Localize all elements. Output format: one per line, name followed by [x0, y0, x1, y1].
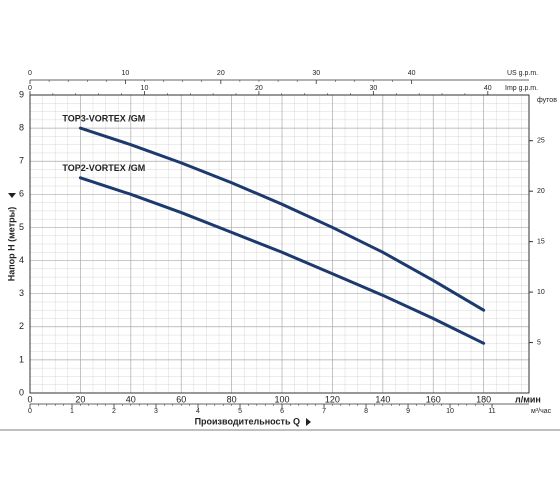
y-tick-label: 9: [19, 89, 24, 99]
secondary-tick-label: 30: [312, 70, 320, 77]
secondary-tick-label: 10: [122, 70, 130, 77]
y-tick-label: 8: [19, 122, 24, 132]
secondary-tick-label: 40: [484, 85, 492, 92]
x-tick-label: 60: [176, 394, 186, 404]
secondary-tick-label: 20: [255, 85, 263, 92]
secondary-tick-label: 2: [112, 408, 116, 415]
secondary-tick-label: 4: [196, 408, 200, 415]
y-tick-label: 6: [19, 189, 24, 199]
secondary-tick-label: 6: [280, 408, 284, 415]
y2-tick-label: 20: [537, 188, 545, 195]
y2-tick-label: 15: [537, 238, 545, 245]
secondary-tick-label: 9: [406, 408, 410, 415]
curve: [78, 176, 486, 345]
secondary-tick-label: 0: [28, 408, 32, 415]
curve: [78, 126, 486, 312]
y-title: Напор H (метры): [6, 207, 16, 282]
secondary-tick-label: 40: [408, 70, 416, 77]
secondary-tick-label: 20: [217, 70, 225, 77]
y2-tick-label: 5: [537, 339, 541, 346]
y-tick-label: 3: [19, 288, 24, 298]
y-title-arrow: [8, 193, 16, 198]
secondary-axis-unit: US g.p.m.: [507, 70, 538, 77]
x-tick-label: 160: [426, 394, 441, 404]
secondary-tick-label: 0: [28, 70, 32, 77]
x-tick-label: 40: [126, 394, 136, 404]
x-tick-label: 0: [27, 394, 32, 404]
secondary-tick-label: 5: [238, 408, 242, 415]
x-tick-label: 80: [227, 394, 237, 404]
x-unit: л/мин: [515, 394, 541, 404]
secondary-tick-label: 10: [446, 408, 454, 415]
secondary-tick-label: 10: [141, 85, 149, 92]
secondary-tick-label: 7: [322, 408, 326, 415]
secondary-tick-label: 0: [28, 85, 32, 92]
x-tick-label: 180: [476, 394, 491, 404]
x-tick-label: 20: [75, 394, 85, 404]
curve-label: TOP3-VORTEX /GM: [62, 113, 145, 123]
x-title: Производительность Q: [195, 416, 300, 426]
secondary-axis-unit: Imp g.p.m.: [505, 85, 538, 92]
secondary-axis-unit: м³/час: [531, 408, 552, 415]
x-tick-label: 100: [275, 394, 290, 404]
y-tick-label: 0: [19, 387, 24, 397]
y-tick-label: 4: [19, 255, 24, 265]
secondary-tick-label: 8: [364, 408, 368, 415]
secondary-tick-label: 11: [488, 408, 495, 415]
secondary-tick-label: 3: [154, 408, 158, 415]
x-tick-label: 140: [375, 394, 390, 404]
y-tick-label: 1: [19, 354, 24, 364]
secondary-tick-label: 1: [70, 408, 74, 415]
curve-label: TOP2-VORTEX /GM: [62, 163, 145, 173]
secondary-tick-label: 30: [369, 85, 377, 92]
x-tick-label: 120: [325, 394, 340, 404]
y-tick-label: 2: [19, 321, 24, 331]
y-tick-label: 5: [19, 222, 24, 232]
y2-tick-label: 25: [537, 138, 545, 145]
y-tick-label: 7: [19, 156, 24, 166]
y2-tick-label: 10: [537, 289, 545, 296]
y2-unit: футов: [537, 97, 557, 104]
x-title-arrow: [306, 418, 311, 426]
